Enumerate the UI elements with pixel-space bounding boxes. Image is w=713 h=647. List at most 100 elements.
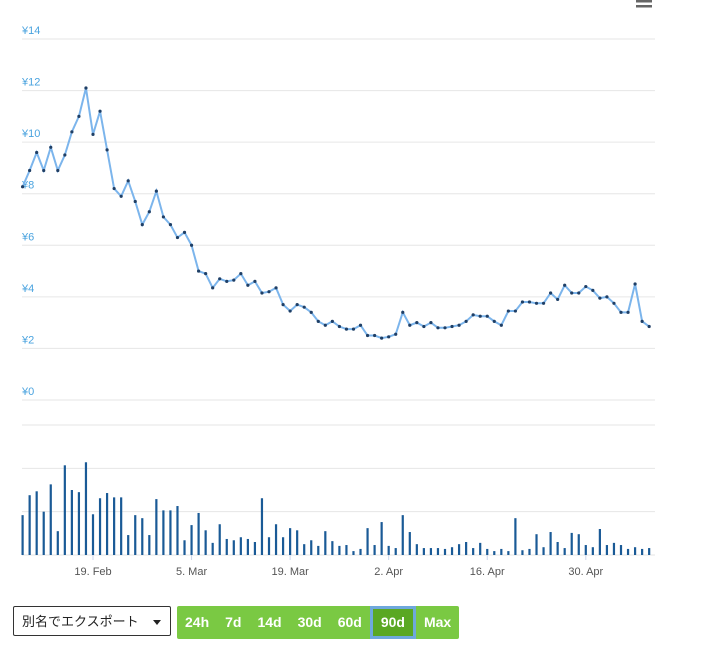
volume-bar <box>338 545 341 555</box>
price-point <box>619 310 623 314</box>
price-point <box>281 302 285 307</box>
volume-bar <box>500 548 503 555</box>
price-point <box>232 278 236 282</box>
price-point <box>42 168 46 173</box>
price-point <box>549 291 553 295</box>
volume-bar <box>352 551 355 555</box>
price-point <box>492 319 496 323</box>
volume-bar <box>521 550 524 555</box>
volume-bar <box>105 493 109 555</box>
price-point <box>225 279 229 283</box>
volume-bar <box>211 542 214 555</box>
range-button[interactable]: 90d <box>369 606 416 639</box>
volume-bar <box>289 528 292 555</box>
price-point <box>647 324 651 329</box>
volume-bar <box>281 537 285 555</box>
volume-bar <box>472 548 475 555</box>
volume-bar <box>443 548 447 555</box>
price-point <box>260 291 264 295</box>
volume-bar <box>98 498 102 555</box>
price-point <box>513 309 518 313</box>
price-point <box>351 327 356 331</box>
price-point <box>309 310 313 314</box>
volume-bar <box>387 545 390 555</box>
volume-bar <box>70 490 73 555</box>
price-point <box>541 301 546 305</box>
x-tick-label: 5. Mar <box>176 566 208 578</box>
price-point <box>464 319 468 323</box>
y-tick-label: ¥0 <box>21 386 34 398</box>
volume-bar <box>253 542 257 555</box>
price-point <box>563 283 567 287</box>
volume-bar <box>183 540 186 555</box>
volume-bar <box>556 542 559 555</box>
volume-bar <box>63 465 66 555</box>
volume-bar <box>415 544 418 555</box>
volume-bar <box>605 545 609 555</box>
volume-bar <box>450 547 454 555</box>
price-point <box>570 291 574 295</box>
price-point <box>35 150 39 155</box>
volume-bar <box>162 510 165 555</box>
price-point <box>577 291 581 295</box>
price-point <box>612 301 616 305</box>
volume-bar <box>535 534 538 555</box>
price-point <box>295 302 299 307</box>
volume-bar <box>77 492 81 555</box>
price-point <box>91 132 95 137</box>
range-button[interactable]: 14d <box>257 614 282 630</box>
price-point <box>415 321 419 325</box>
range-button[interactable]: 60d <box>337 614 362 630</box>
volume-bar <box>190 525 193 555</box>
price-point <box>436 326 440 330</box>
volume-bar <box>331 541 334 555</box>
price-point <box>373 333 377 338</box>
volume-bar <box>218 524 221 555</box>
price-point <box>175 235 180 240</box>
y-tick-label: ¥10 <box>21 128 40 140</box>
volume-bar <box>612 542 616 555</box>
volume-bar <box>42 511 45 555</box>
volume-bar <box>120 497 123 555</box>
price-point <box>534 301 539 305</box>
volume-bar <box>380 522 383 555</box>
price-point <box>499 323 503 327</box>
price-point <box>626 310 630 314</box>
volume-bar <box>246 538 249 555</box>
price-point <box>182 230 187 234</box>
menu-bar <box>636 5 652 8</box>
price-point <box>394 332 398 336</box>
range-button[interactable]: 7d <box>225 614 242 630</box>
range-button[interactable]: 30d <box>297 614 322 630</box>
price-point <box>591 288 595 293</box>
export-select[interactable]: 別名でエクスポート <box>13 606 171 636</box>
volume-bar <box>626 548 630 555</box>
price-point <box>239 272 243 276</box>
price-point <box>98 109 102 113</box>
volume-bar <box>197 512 200 555</box>
volume-bar <box>570 532 573 555</box>
volume-bar <box>401 515 404 555</box>
volume-bar <box>148 535 151 555</box>
price-point <box>211 286 215 290</box>
volume-bar <box>274 524 278 555</box>
price-point <box>302 305 306 309</box>
range-button[interactable]: 24h <box>185 614 210 630</box>
price-point <box>527 300 532 304</box>
price-point <box>161 215 165 219</box>
menu-icon[interactable] <box>636 0 652 8</box>
volume-bar <box>21 515 24 555</box>
volume-bar <box>127 535 130 555</box>
price-point <box>21 185 25 189</box>
y-tick-label: ¥14 <box>21 25 40 37</box>
range-button[interactable]: Max <box>423 614 452 630</box>
x-tick-label: 16. Apr <box>470 566 505 578</box>
price-point <box>133 199 137 204</box>
price-point <box>28 168 32 173</box>
volume-bar <box>84 462 88 555</box>
price-point <box>274 286 278 290</box>
price-point <box>330 319 334 323</box>
volume-bar <box>176 506 179 555</box>
price-point <box>49 145 53 149</box>
volume-bar <box>35 491 38 555</box>
